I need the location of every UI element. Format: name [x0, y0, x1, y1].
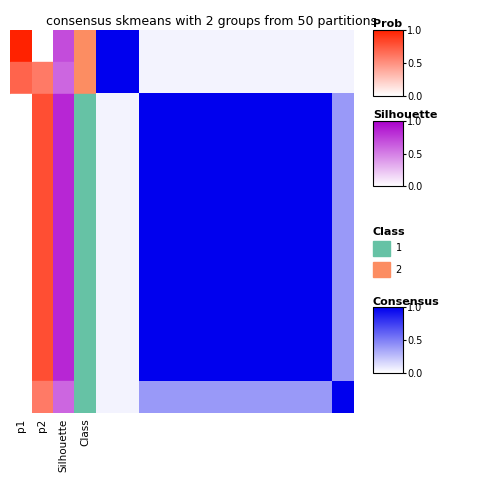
Bar — [53, 254, 74, 286]
Bar — [31, 126, 53, 158]
Bar — [10, 254, 31, 286]
Bar — [53, 382, 74, 413]
Bar — [74, 349, 96, 382]
Bar — [10, 126, 31, 158]
Bar — [31, 190, 53, 222]
Bar — [31, 286, 53, 318]
Bar — [31, 254, 53, 286]
Bar — [31, 158, 53, 190]
FancyBboxPatch shape — [373, 262, 390, 277]
Bar — [53, 158, 74, 190]
Bar — [31, 318, 53, 349]
Bar — [10, 94, 31, 126]
Bar — [53, 30, 74, 62]
Bar — [10, 158, 31, 190]
Bar — [74, 158, 96, 190]
Text: Consensus: Consensus — [373, 297, 439, 306]
Bar — [53, 62, 74, 94]
Bar — [74, 318, 96, 349]
Bar — [74, 254, 96, 286]
Bar — [10, 349, 31, 382]
Text: p1: p1 — [16, 418, 26, 431]
Bar — [74, 382, 96, 413]
Bar — [10, 318, 31, 349]
Bar — [74, 126, 96, 158]
Bar — [74, 190, 96, 222]
Bar — [74, 94, 96, 126]
Bar — [53, 94, 74, 126]
Bar — [53, 222, 74, 254]
Bar — [53, 349, 74, 382]
Bar — [31, 62, 53, 94]
Bar — [31, 30, 53, 62]
Text: 1: 1 — [396, 243, 402, 253]
Bar — [74, 30, 96, 62]
Text: Class: Class — [80, 418, 90, 446]
Bar — [31, 222, 53, 254]
Bar — [53, 318, 74, 349]
Bar — [74, 286, 96, 318]
Text: consensus skmeans with 2 groups from 50 partitions: consensus skmeans with 2 groups from 50 … — [46, 15, 377, 28]
Bar — [10, 286, 31, 318]
Text: 2: 2 — [396, 265, 402, 275]
Bar — [53, 190, 74, 222]
Bar — [31, 349, 53, 382]
Bar — [10, 62, 31, 94]
Text: Silhouette: Silhouette — [373, 110, 437, 120]
Text: Class: Class — [373, 227, 406, 237]
Text: p2: p2 — [37, 418, 47, 431]
Bar — [31, 94, 53, 126]
Bar — [74, 62, 96, 94]
Bar — [53, 126, 74, 158]
FancyBboxPatch shape — [373, 240, 390, 256]
Bar — [10, 382, 31, 413]
Text: Prob: Prob — [373, 20, 402, 29]
Bar — [10, 30, 31, 62]
Bar — [31, 382, 53, 413]
Text: Silhouette: Silhouette — [58, 418, 69, 472]
Bar — [10, 190, 31, 222]
Bar — [53, 286, 74, 318]
Bar — [74, 222, 96, 254]
Bar — [10, 222, 31, 254]
